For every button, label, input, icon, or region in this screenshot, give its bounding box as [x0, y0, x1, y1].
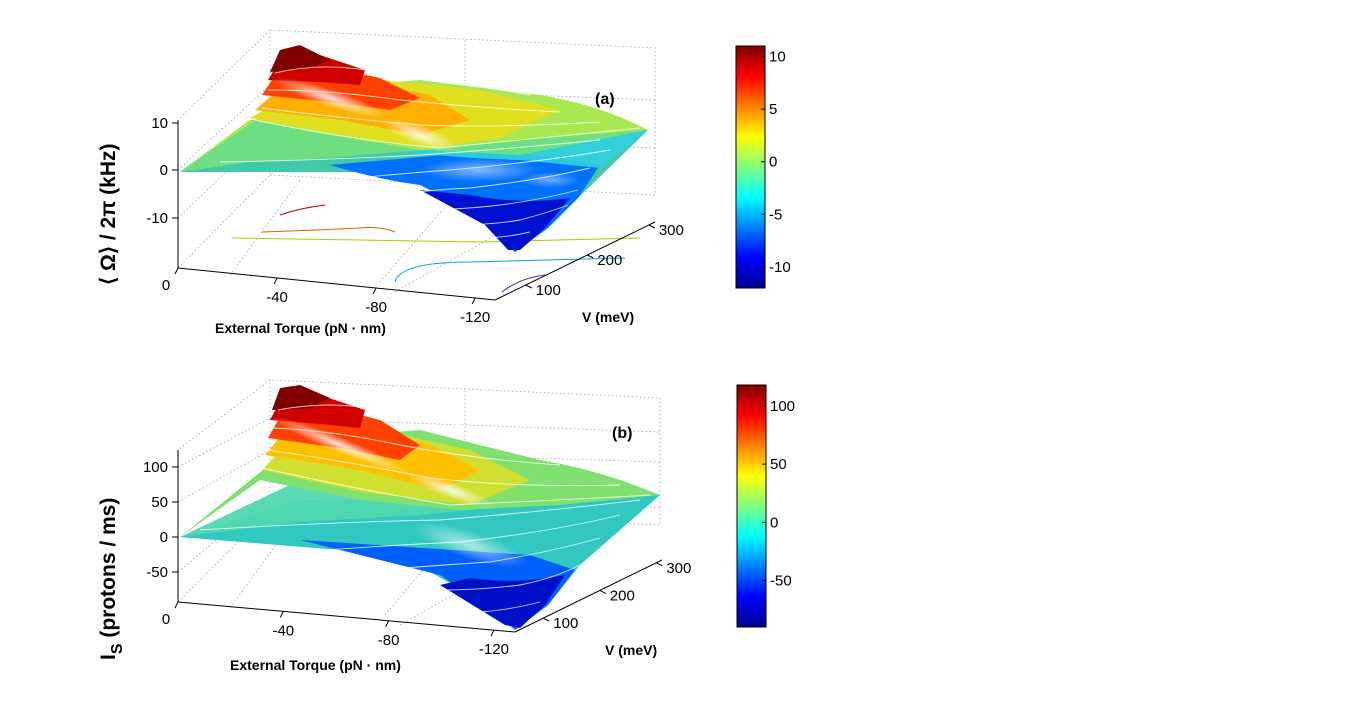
y-tick-mark: [587, 254, 594, 259]
y-tick-label: 200: [597, 252, 622, 269]
colorbar-a: 10 5 0 -5 -10: [735, 45, 791, 289]
y-tick-label: 300: [659, 222, 684, 239]
x-tick-mark: [471, 297, 476, 305]
z-tick-label: 0: [160, 529, 168, 546]
x-tick-label: -40: [266, 289, 288, 306]
panel-b: 100 50 0 -50 0 -40 -80 -120 100 200 300 (b) Exte…: [97, 379, 691, 673]
z-axis-label-a: ⟨ Ω⟩ / 2π (kHz): [97, 144, 120, 285]
colorbar-tick-label: 100: [770, 398, 795, 415]
z-axis-label-b: IS (protons / ms): [97, 498, 126, 660]
y-axis-label-b: V (meV): [605, 642, 657, 658]
panel-label-b: (b): [612, 425, 632, 442]
floor-contours-a: [231, 204, 641, 293]
x-tick-label: 0: [162, 277, 170, 294]
y-tick-label: 200: [610, 587, 635, 604]
y-tick-label: 100: [536, 282, 561, 299]
y-axis-label-a: V (meV): [582, 309, 634, 325]
y-tick-label: 100: [553, 615, 578, 632]
y-tick-mark: [525, 284, 532, 289]
axes-a: [177, 120, 656, 301]
x-ticks-b: 0 -40 -80 -120: [162, 601, 509, 658]
colorbar-tick-label: 50: [770, 456, 787, 473]
y-tick-mark: [656, 562, 663, 567]
panel-label-a: (a): [595, 91, 615, 108]
colorbar-ticks-b: 100 50 0 -50: [762, 398, 795, 589]
y-tick-label: 300: [666, 560, 691, 577]
colorbar-tick-label: -5: [769, 206, 782, 223]
x-tick-label: 0: [162, 611, 170, 628]
z-tick-label: 100: [143, 459, 168, 476]
x-tick-mark: [490, 629, 495, 637]
z-label-sub-b: S: [109, 643, 126, 654]
y-tick-mark: [648, 224, 656, 229]
z-ticks-a: 10 0 -10: [146, 115, 178, 227]
x-tick-mark: [385, 620, 390, 627]
x-tick-label: -80: [378, 632, 400, 649]
x-tick-mark: [174, 601, 179, 609]
y-tick-mark: [543, 617, 550, 622]
colorbar-tick-label: -10: [769, 259, 791, 276]
colorbar-tick-label: -50: [770, 572, 792, 589]
x-tick-mark: [279, 611, 284, 618]
colorbar-tick-label: 5: [769, 101, 777, 118]
x-tick-label: -40: [272, 622, 294, 639]
x-ticks-a: 0 -40 -80 -120: [162, 267, 490, 326]
z-tick-label: 10: [151, 115, 168, 132]
z-label-main-b: I: [97, 654, 120, 660]
x-axis-label-a: External Torque (pN · nm): [215, 320, 386, 336]
colorbar-tick-label: 10: [769, 49, 786, 66]
x-tick-mark: [174, 267, 179, 275]
z-label-rest-b: (protons / ms): [97, 498, 120, 644]
z-ticks-b: 100 50 0 -50: [143, 459, 178, 581]
surface-a: [180, 45, 648, 252]
x-tick-mark: [372, 287, 377, 295]
y-tick-mark: [599, 590, 607, 594]
x-axis-label-b: External Torque (pN · nm): [230, 657, 401, 673]
z-tick-label: -10: [146, 210, 168, 227]
x-tick-label: -120: [479, 641, 509, 658]
x-tick-label: -80: [365, 299, 387, 316]
axes-b: [177, 450, 663, 633]
y-ticks-a: 100 200 300: [525, 222, 684, 299]
z-tick-label: 0: [160, 162, 168, 179]
colorbar-tick-label: 0: [770, 514, 778, 531]
colorbar-ticks-a: 10 5 0 -5 -10: [761, 49, 791, 276]
z-tick-label: -50: [146, 564, 168, 581]
surface-b: [180, 385, 660, 630]
x-tick-mark: [273, 277, 278, 285]
z-tick-label: 50: [151, 494, 168, 511]
y-ticks-b: 100 200 300: [543, 560, 691, 632]
x-tick-label: -120: [460, 309, 490, 326]
colorbar-b: 100 50 0 -50: [736, 384, 795, 628]
colorbar-tick-label: 0: [769, 154, 777, 171]
